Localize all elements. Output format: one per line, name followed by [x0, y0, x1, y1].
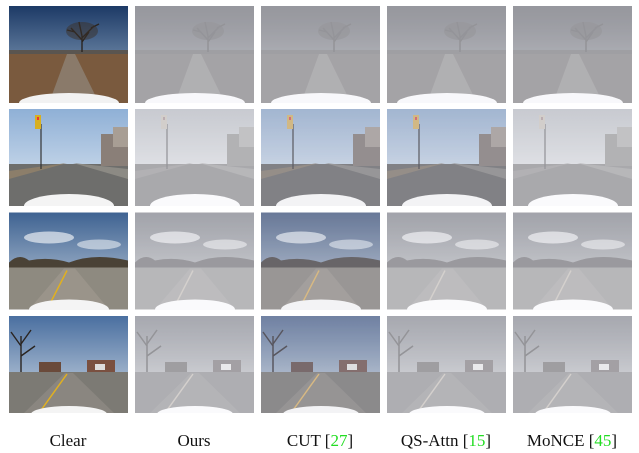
image — [513, 212, 632, 310]
label-text: ] — [611, 431, 617, 450]
image — [135, 212, 254, 310]
image — [9, 212, 128, 310]
label-text: Clear — [50, 431, 87, 450]
label-text: QS-Attn [ — [401, 431, 469, 450]
image — [135, 316, 254, 413]
label-text: CUT [ — [287, 431, 331, 450]
image — [513, 109, 632, 206]
image — [261, 6, 380, 103]
image — [135, 6, 254, 103]
column-label: QS-Attn [15] — [401, 431, 491, 450]
image — [9, 316, 128, 413]
column-label: Clear — [50, 431, 87, 450]
column-label: Ours — [177, 431, 210, 450]
image — [387, 212, 506, 310]
image — [513, 316, 632, 413]
image — [9, 109, 128, 206]
image — [135, 109, 254, 206]
image — [261, 109, 380, 206]
image — [387, 109, 506, 206]
image — [9, 6, 128, 103]
column-label: MoNCE [45] — [527, 431, 617, 450]
image — [261, 316, 380, 413]
citation[interactable]: 15 — [468, 431, 485, 450]
label-text: ] — [485, 431, 491, 450]
column-label: CUT [27] — [287, 431, 353, 450]
label-text: ] — [347, 431, 353, 450]
label-text: MoNCE [ — [527, 431, 595, 450]
image — [513, 6, 632, 103]
image — [387, 6, 506, 103]
column-labels: Clear Ours CUT [27] QS-Attn [15] MoNCE [… — [50, 431, 618, 450]
citation[interactable]: 45 — [594, 431, 611, 450]
image — [387, 316, 506, 413]
citation[interactable]: 27 — [330, 431, 348, 450]
image — [261, 212, 380, 310]
image-grid — [9, 6, 632, 413]
label-text: Ours — [177, 431, 210, 450]
